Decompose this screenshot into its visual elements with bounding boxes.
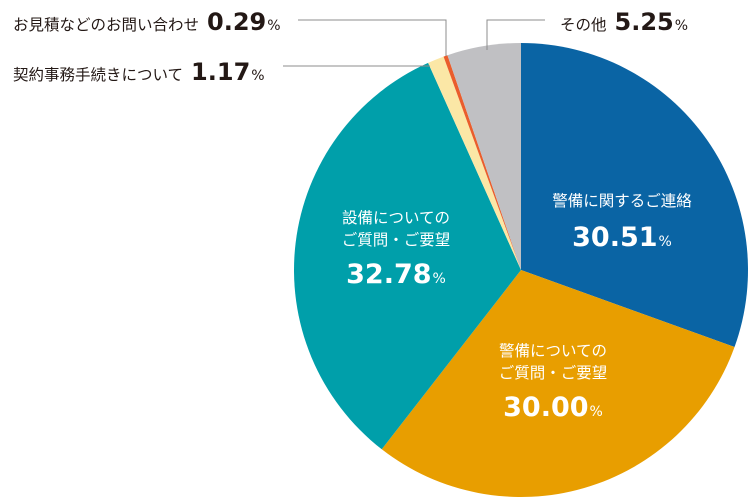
unit-text: %: [433, 271, 446, 287]
label-security_contact: 警備に関するご連絡 30.51%: [552, 192, 692, 253]
category-text-line: 警備についての: [499, 342, 607, 360]
category-text-line: 警備に関するご連絡: [552, 192, 692, 210]
category-text-line: 設備についての: [342, 209, 450, 227]
leader-other: [486, 19, 545, 50]
unit-text: %: [590, 404, 603, 420]
label-other: その他 5.25%: [560, 8, 688, 36]
leader-lines: [283, 19, 545, 67]
pie-slices: [294, 43, 748, 497]
category-text: 契約事務手続きについて: [13, 66, 183, 84]
slice-equipment_questions: [294, 62, 521, 450]
unit-text: %: [659, 234, 672, 250]
category-text: その他: [560, 16, 607, 34]
value-label: 32.78%: [346, 259, 446, 290]
label-contract_procedures: 契約事務手続きについて 1.17%: [13, 58, 265, 86]
slice-other: [447, 43, 521, 270]
slice-security_questions: [381, 270, 735, 497]
slice-labels: 警備に関するご連絡30.51%警備についてのご質問・ご要望30.00%設備につい…: [13, 8, 692, 423]
unit-text: %: [267, 18, 280, 34]
slice-estimate_inquiries: [443, 55, 521, 271]
unit-text: %: [675, 18, 688, 34]
slice-contract_procedures: [428, 56, 521, 270]
value-label: 30.51%: [572, 222, 672, 253]
label-estimate_inquiries: お見積などのお問い合わせ 0.29%: [13, 8, 281, 36]
value-text: 0.29: [207, 8, 266, 36]
value-text: 30.00: [503, 392, 588, 423]
value-text: 32.78: [346, 259, 431, 290]
slice-security_contact: [521, 43, 748, 348]
category-text-line: ご質問・ご要望: [499, 364, 608, 382]
value-text: 1.17: [191, 58, 250, 86]
unit-text: %: [251, 68, 264, 84]
value-text: 30.51: [572, 222, 657, 253]
leader-estimate_inquiries: [298, 19, 447, 56]
value-label: 30.00%: [503, 392, 603, 423]
value-text: 5.25: [615, 8, 674, 36]
category-text-line: ご質問・ご要望: [342, 231, 451, 249]
category-text: お見積などのお問い合わせ: [13, 16, 199, 34]
